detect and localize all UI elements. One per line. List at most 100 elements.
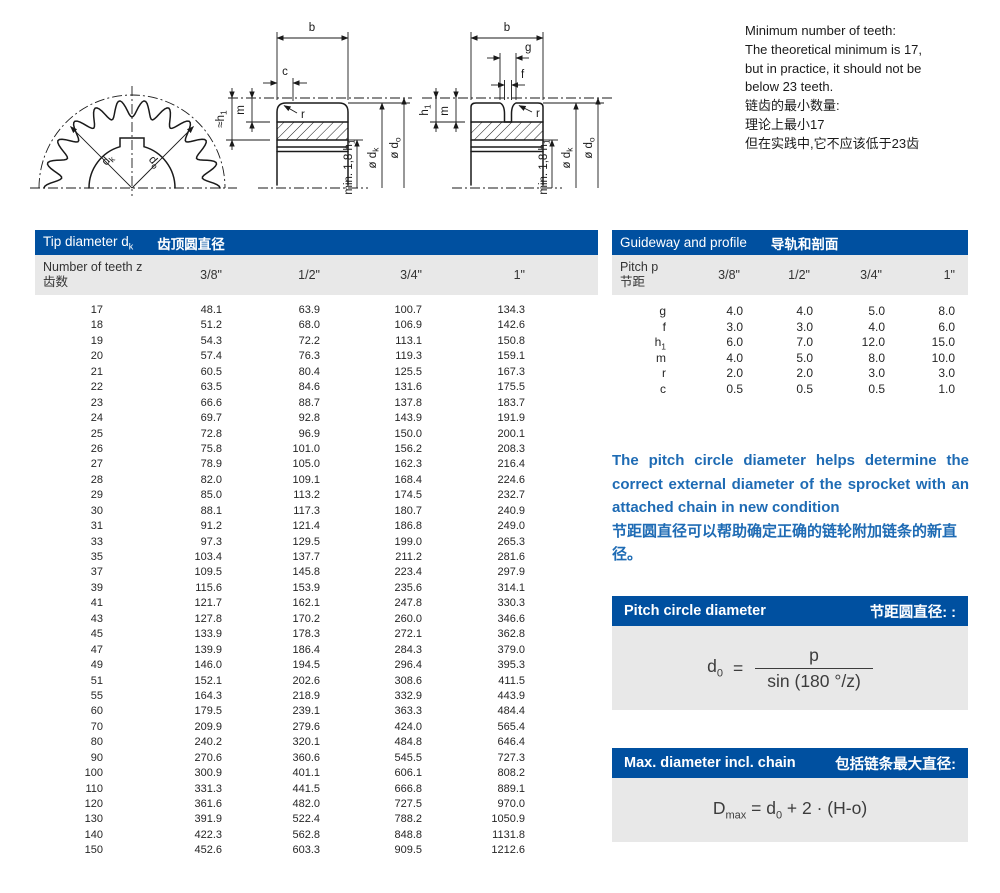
tip-table-row: 70 209.9 279.6 424.0 565.4 (35, 720, 598, 735)
section-profile-b: b c m ≈h1 r min. 1,8 h1 (215, 22, 412, 195)
cell: 19 (90, 334, 103, 347)
tip-table-row: 100 300.9 401.1 606.1 808.2 (35, 766, 598, 781)
guideway-row: h1 6.0 7.0 12.0 15.0 (612, 335, 968, 351)
cell: 522.4 (292, 813, 320, 826)
cell: 101.0 (292, 442, 320, 455)
tip-table-row: 43 127.8 170.2 260.0 346.6 (35, 612, 598, 627)
section-profile-guideway: b g f m h1 r (419, 22, 612, 195)
column-header: 3/8" (718, 268, 740, 282)
tip-table-title-en: Tip diameter dk (43, 233, 134, 252)
cell: 208.3 (497, 442, 525, 455)
cell: 55 (90, 689, 103, 702)
note-line: but in practice, it should not be (745, 60, 922, 76)
cell: 5.0 (796, 350, 813, 365)
tip-table-row: 23 66.6 88.7 137.8 183.7 (35, 396, 598, 411)
cell: 133.9 (194, 628, 222, 641)
cell: 1212.6 (491, 844, 525, 857)
tip-table-row: 110 331.3 441.5 666.8 889.1 (35, 782, 598, 797)
r-dim-label: r (536, 108, 540, 120)
cell: 24 (90, 412, 103, 425)
tip-table-header: Tip diameter dk 齿顶圆直径 (35, 230, 598, 255)
cell: 91.2 (200, 520, 222, 533)
cell: 360.6 (292, 751, 320, 764)
note-line: Minimum number of teeth: (745, 23, 897, 38)
column-header: 3/8" (200, 268, 222, 282)
cell: 1131.8 (492, 828, 525, 841)
cell: 296.4 (394, 659, 422, 672)
formula1-lhs: d0 (707, 656, 724, 680)
cell: 0.5 (726, 381, 743, 396)
cell: 47 (90, 643, 103, 656)
m-dim-label: m (235, 105, 247, 115)
tip-table-row: 49 146.0 194.5 296.4 395.3 (35, 658, 598, 673)
cell: 115.6 (195, 581, 222, 594)
tip-table-row: 140 422.3 562.8 848.8 1131.8 (35, 828, 598, 843)
tip-table-row: 150 452.6 603.3 909.5 1212.6 (35, 843, 598, 858)
sprocket-front-view: dk do (30, 86, 237, 196)
tip-table-row: 22 63.5 84.6 131.6 175.5 (35, 380, 598, 395)
cell: 51 (90, 674, 103, 687)
cell: 300.9 (194, 767, 222, 780)
cell: 146.0 (194, 659, 222, 672)
cell: 909.5 (394, 844, 422, 857)
cell: 183.7 (497, 396, 525, 409)
cell: 603.3 (292, 844, 320, 857)
cell: 25 (90, 427, 103, 440)
cell: 218.9 (292, 689, 320, 702)
cell: 1.0 (938, 381, 955, 396)
max-diameter-formula-box: Max. diameter incl. chain 包括链条最大直径: Dmax… (612, 748, 968, 842)
cell: 199.0 (394, 535, 422, 548)
tip-table-row: 39 115.6 153.9 235.6 314.1 (35, 581, 598, 596)
cell: 265.3 (497, 535, 525, 548)
pitch-column-label: Pitch p 节距 (620, 260, 659, 289)
cell: 8.0 (938, 304, 955, 318)
pitch-circle-formula-box: Pitch circle diameter 节距圆直径: : d0 = p si… (612, 596, 968, 710)
tip-table-row: 29 85.0 113.2 174.5 232.7 (35, 488, 598, 503)
cell: 240.2 (194, 736, 222, 749)
cell: 363.3 (394, 705, 422, 718)
cell: 3.0 (726, 319, 743, 334)
cell: 20 (90, 350, 103, 363)
formula2-title-zh: 包括链条最大直径: (835, 756, 956, 773)
cell: 2.0 (726, 366, 743, 380)
tip-table-row: 35 103.4 137.7 211.2 281.6 (35, 550, 598, 565)
cell: 139.9 (194, 643, 222, 656)
cell: 96.9 (298, 427, 320, 440)
cell: 174.5 (394, 489, 422, 502)
formula1-body: d0 = p sin (180 °/z) (612, 626, 968, 710)
note-line: 链齿的最小数量: (745, 98, 840, 114)
tip-table-row: 19 54.3 72.2 113.1 150.8 (35, 334, 598, 349)
guideway-table: Guideway and profile 导轨和剖面 Pitch p 节距 3/… (612, 230, 968, 397)
cell: 18 (90, 319, 103, 332)
cell: 150.0 (394, 427, 422, 440)
tip-table-body: 17 48.1 63.9 100.7 134.3 18 51.2 68.0 106.9 142.6… (35, 295, 598, 859)
cell: 35 (90, 551, 103, 563)
tip-table-title-zh: 齿顶圆直径 (157, 236, 225, 252)
min-h1-label: min. 1,8 h1 (538, 139, 552, 195)
cell: 452.6 (194, 844, 222, 857)
cell: 15.0 (931, 335, 955, 349)
formula2-body: Dmax = d0 + 2 · (H-o) (612, 778, 968, 842)
cell: 606.1 (394, 767, 422, 780)
tip-table-row: 26 75.8 101.0 156.2 208.3 (35, 442, 598, 457)
tip-table-row: 130 391.9 522.4 788.2 1050.9 (35, 812, 598, 827)
do-label: do (145, 154, 163, 172)
tip-table-row: 45 133.9 178.3 272.1 362.8 (35, 627, 598, 642)
cell: 88.1 (200, 504, 222, 517)
cell: 41 (90, 597, 103, 610)
tip-table-row: 17 48.1 63.9 100.7 134.3 (35, 303, 598, 318)
cell: 235.6 (394, 581, 422, 594)
cell: 167.3 (497, 365, 525, 378)
cell: 134.3 (497, 304, 525, 316)
column-header: 3/4" (400, 268, 422, 282)
cell: 80 (90, 736, 103, 749)
cell: 29 (90, 489, 103, 502)
cell: 137.8 (394, 396, 422, 409)
tip-table-row: 33 97.3 129.5 199.0 265.3 (35, 535, 598, 550)
tip-table-row: 55 164.3 218.9 332.9 443.9 (35, 689, 598, 704)
tip-table-row: 30 88.1 117.3 180.7 240.9 (35, 504, 598, 519)
min-h1-label: min. 1,8 h1 (343, 139, 357, 195)
cell: 3.0 (796, 319, 813, 334)
cell: 484.8 (394, 736, 422, 749)
cell: 346.6 (497, 612, 525, 625)
